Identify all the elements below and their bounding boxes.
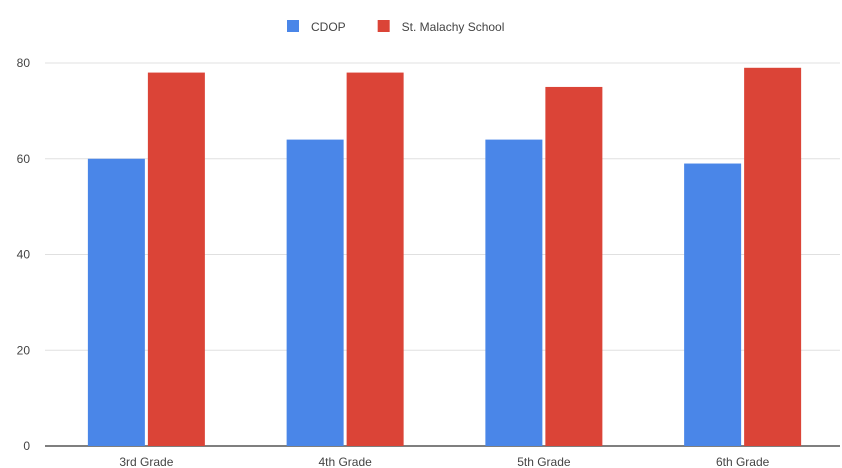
bar-st-malachy-school-5th-grade: [545, 86, 603, 446]
y-tick-label: 0: [23, 439, 30, 453]
x-tick-label: 4th Grade: [318, 455, 372, 468]
x-tick-label: 3rd Grade: [119, 455, 173, 468]
x-axis: 3rd Grade 4th Grade 5th Grade 6th Grade: [119, 455, 769, 468]
x-tick-label: 5th Grade: [517, 455, 571, 468]
legend-label: CDOP: [311, 20, 346, 34]
y-tick-label: 80: [17, 56, 31, 70]
legend-label: St. Malachy School: [402, 20, 505, 34]
legend: CDOP St. Malachy School: [287, 20, 504, 34]
bar-st-malachy-school-4th-grade: [346, 72, 404, 446]
legend-swatch: [287, 20, 299, 32]
bar-st-malachy-school-6th-grade: [744, 67, 802, 446]
bar-cdop-4th-grade: [286, 139, 344, 446]
bar-cdop-6th-grade: [684, 163, 742, 446]
y-tick-label: 40: [17, 248, 31, 262]
x-tick-label: 6th Grade: [716, 455, 770, 468]
y-tick-label: 60: [17, 152, 31, 166]
y-axis: 0 20 40 60 80: [17, 56, 31, 453]
legend-swatch: [377, 20, 390, 32]
bars: [87, 67, 802, 446]
y-tick-label: 20: [17, 343, 31, 357]
bar-cdop-5th-grade: [485, 139, 543, 446]
bar-cdop-3rd-grade: [87, 158, 145, 446]
bar-st-malachy-school-3rd-grade: [147, 72, 205, 446]
